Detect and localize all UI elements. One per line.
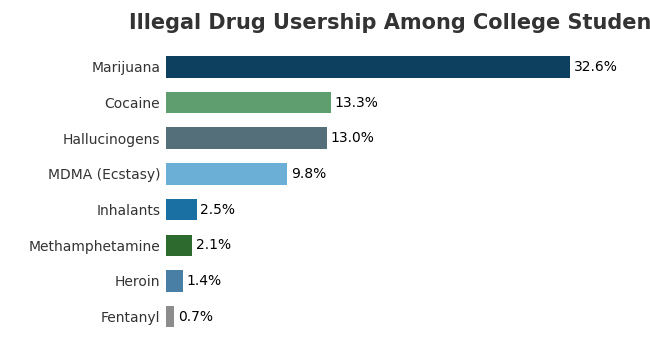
Text: 9.8%: 9.8% xyxy=(291,167,326,181)
Text: 2.5%: 2.5% xyxy=(200,203,235,217)
Text: 13.3%: 13.3% xyxy=(334,95,378,110)
Title: Illegal Drug Usership Among College Students: Illegal Drug Usership Among College Stud… xyxy=(129,13,650,33)
Bar xyxy=(166,270,183,291)
Bar xyxy=(166,306,174,327)
Bar xyxy=(166,127,327,149)
Text: 13.0%: 13.0% xyxy=(331,131,374,145)
Text: 0.7%: 0.7% xyxy=(178,310,213,323)
Bar xyxy=(166,235,192,256)
Text: 2.1%: 2.1% xyxy=(196,238,231,252)
Bar xyxy=(166,56,570,77)
Bar xyxy=(166,92,331,113)
Text: 32.6%: 32.6% xyxy=(574,60,618,74)
Text: 1.4%: 1.4% xyxy=(187,274,222,288)
Bar xyxy=(166,199,197,220)
Bar xyxy=(166,163,287,185)
